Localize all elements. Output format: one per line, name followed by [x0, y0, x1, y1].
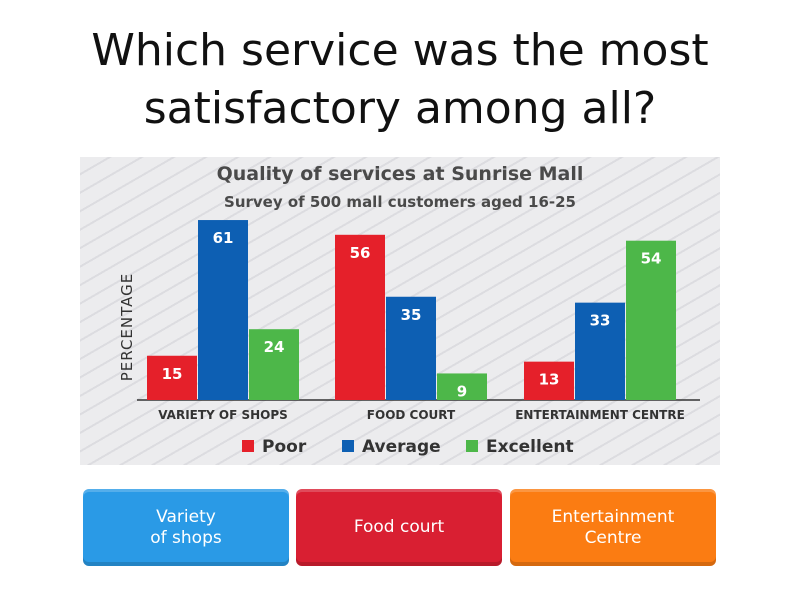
data-label: 33: [590, 312, 611, 330]
data-label: 15: [162, 365, 183, 383]
bar-excellent: [437, 373, 487, 400]
bar-average: [386, 296, 436, 400]
bar-poor: [147, 355, 197, 400]
data-label: 61: [213, 229, 234, 247]
bar-poor: [524, 361, 574, 400]
question-line-2: satisfactory among all?: [143, 83, 657, 134]
y-axis-label: PERCENTAGE: [118, 273, 136, 381]
chart-title: Quality of services at Sunrise Mall: [216, 163, 584, 185]
category-label: VARIETY OF SHOPS: [158, 408, 288, 422]
answer-label: Entertainment: [551, 506, 675, 527]
data-label: 35: [401, 306, 422, 324]
data-label: 13: [539, 371, 560, 389]
bar-excellent: [249, 329, 299, 400]
answer-label: Food court: [353, 517, 445, 537]
answer-label: Centre: [584, 527, 642, 548]
answer-entertainment-centre[interactable]: Entertainment Centre: [510, 489, 716, 566]
legend-label: Average: [362, 437, 441, 457]
question-line-1: Which service was the most: [91, 25, 709, 76]
answer-label: Variety: [156, 506, 216, 527]
chart-plot: PERCENTAGE 15 61 24 VARIETY OF SHOPS 56 35 9FOO…: [118, 220, 700, 457]
data-label: 56: [350, 244, 371, 262]
question-text: Which service was the most satisfactory a…: [0, 22, 800, 138]
answer-variety-of-shops[interactable]: Variety of shops: [83, 489, 289, 566]
legend-label: Poor: [262, 437, 307, 457]
answer-food-court[interactable]: Food court: [296, 489, 502, 566]
legend-swatch: [342, 440, 354, 452]
data-label: 24: [264, 338, 285, 356]
answer-label: of shops: [150, 527, 222, 548]
bar-average: [198, 220, 248, 400]
bar-poor: [335, 234, 385, 400]
category-label: FOOD COURT: [367, 408, 456, 422]
data-label: 9: [457, 382, 467, 400]
category-label: ENTERTAINMENT CENTRE: [515, 408, 685, 422]
bar-excellent: [626, 240, 676, 400]
bar-average: [575, 302, 625, 400]
data-label: 54: [641, 250, 662, 268]
chart-subtitle: Survey of 500 mall customers aged 16-25: [224, 193, 576, 211]
legend-swatch: [466, 440, 478, 452]
legend-label: Excellent: [486, 437, 574, 457]
legend-swatch: [242, 440, 254, 452]
chart-image: Quality of services at Sunrise Mall Surv…: [80, 157, 720, 465]
